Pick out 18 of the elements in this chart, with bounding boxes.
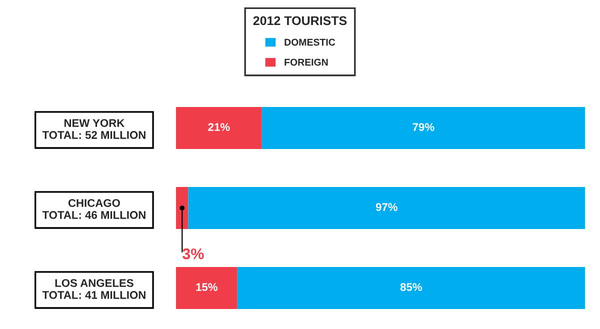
- data-label: 79%: [412, 123, 434, 131]
- data-label: 15%: [196, 283, 218, 291]
- y-tick-label: LOS ANGELES TOTAL: 41 MILLION: [42, 279, 146, 299]
- legend-label: FOREIGN: [284, 58, 328, 66]
- bar: [176, 187, 188, 229]
- y-tick-label: CHICAGO TOTAL: 46 MILLION: [42, 199, 146, 219]
- bar: [188, 187, 585, 229]
- data-label: 97%: [376, 203, 398, 211]
- bar: [176, 107, 262, 149]
- bar: [237, 267, 585, 309]
- y-tick-label: NEW YORK TOTAL: 52 MILLION: [42, 119, 146, 139]
- data-label: 85%: [400, 283, 422, 291]
- legend-label: DOMESTIC: [284, 38, 336, 46]
- data-label: 21%: [208, 123, 230, 131]
- data-label: 3%: [182, 248, 204, 260]
- bar: [262, 107, 585, 149]
- bar: [176, 267, 238, 309]
- legend-title: 2012 TOURISTS: [253, 16, 347, 26]
